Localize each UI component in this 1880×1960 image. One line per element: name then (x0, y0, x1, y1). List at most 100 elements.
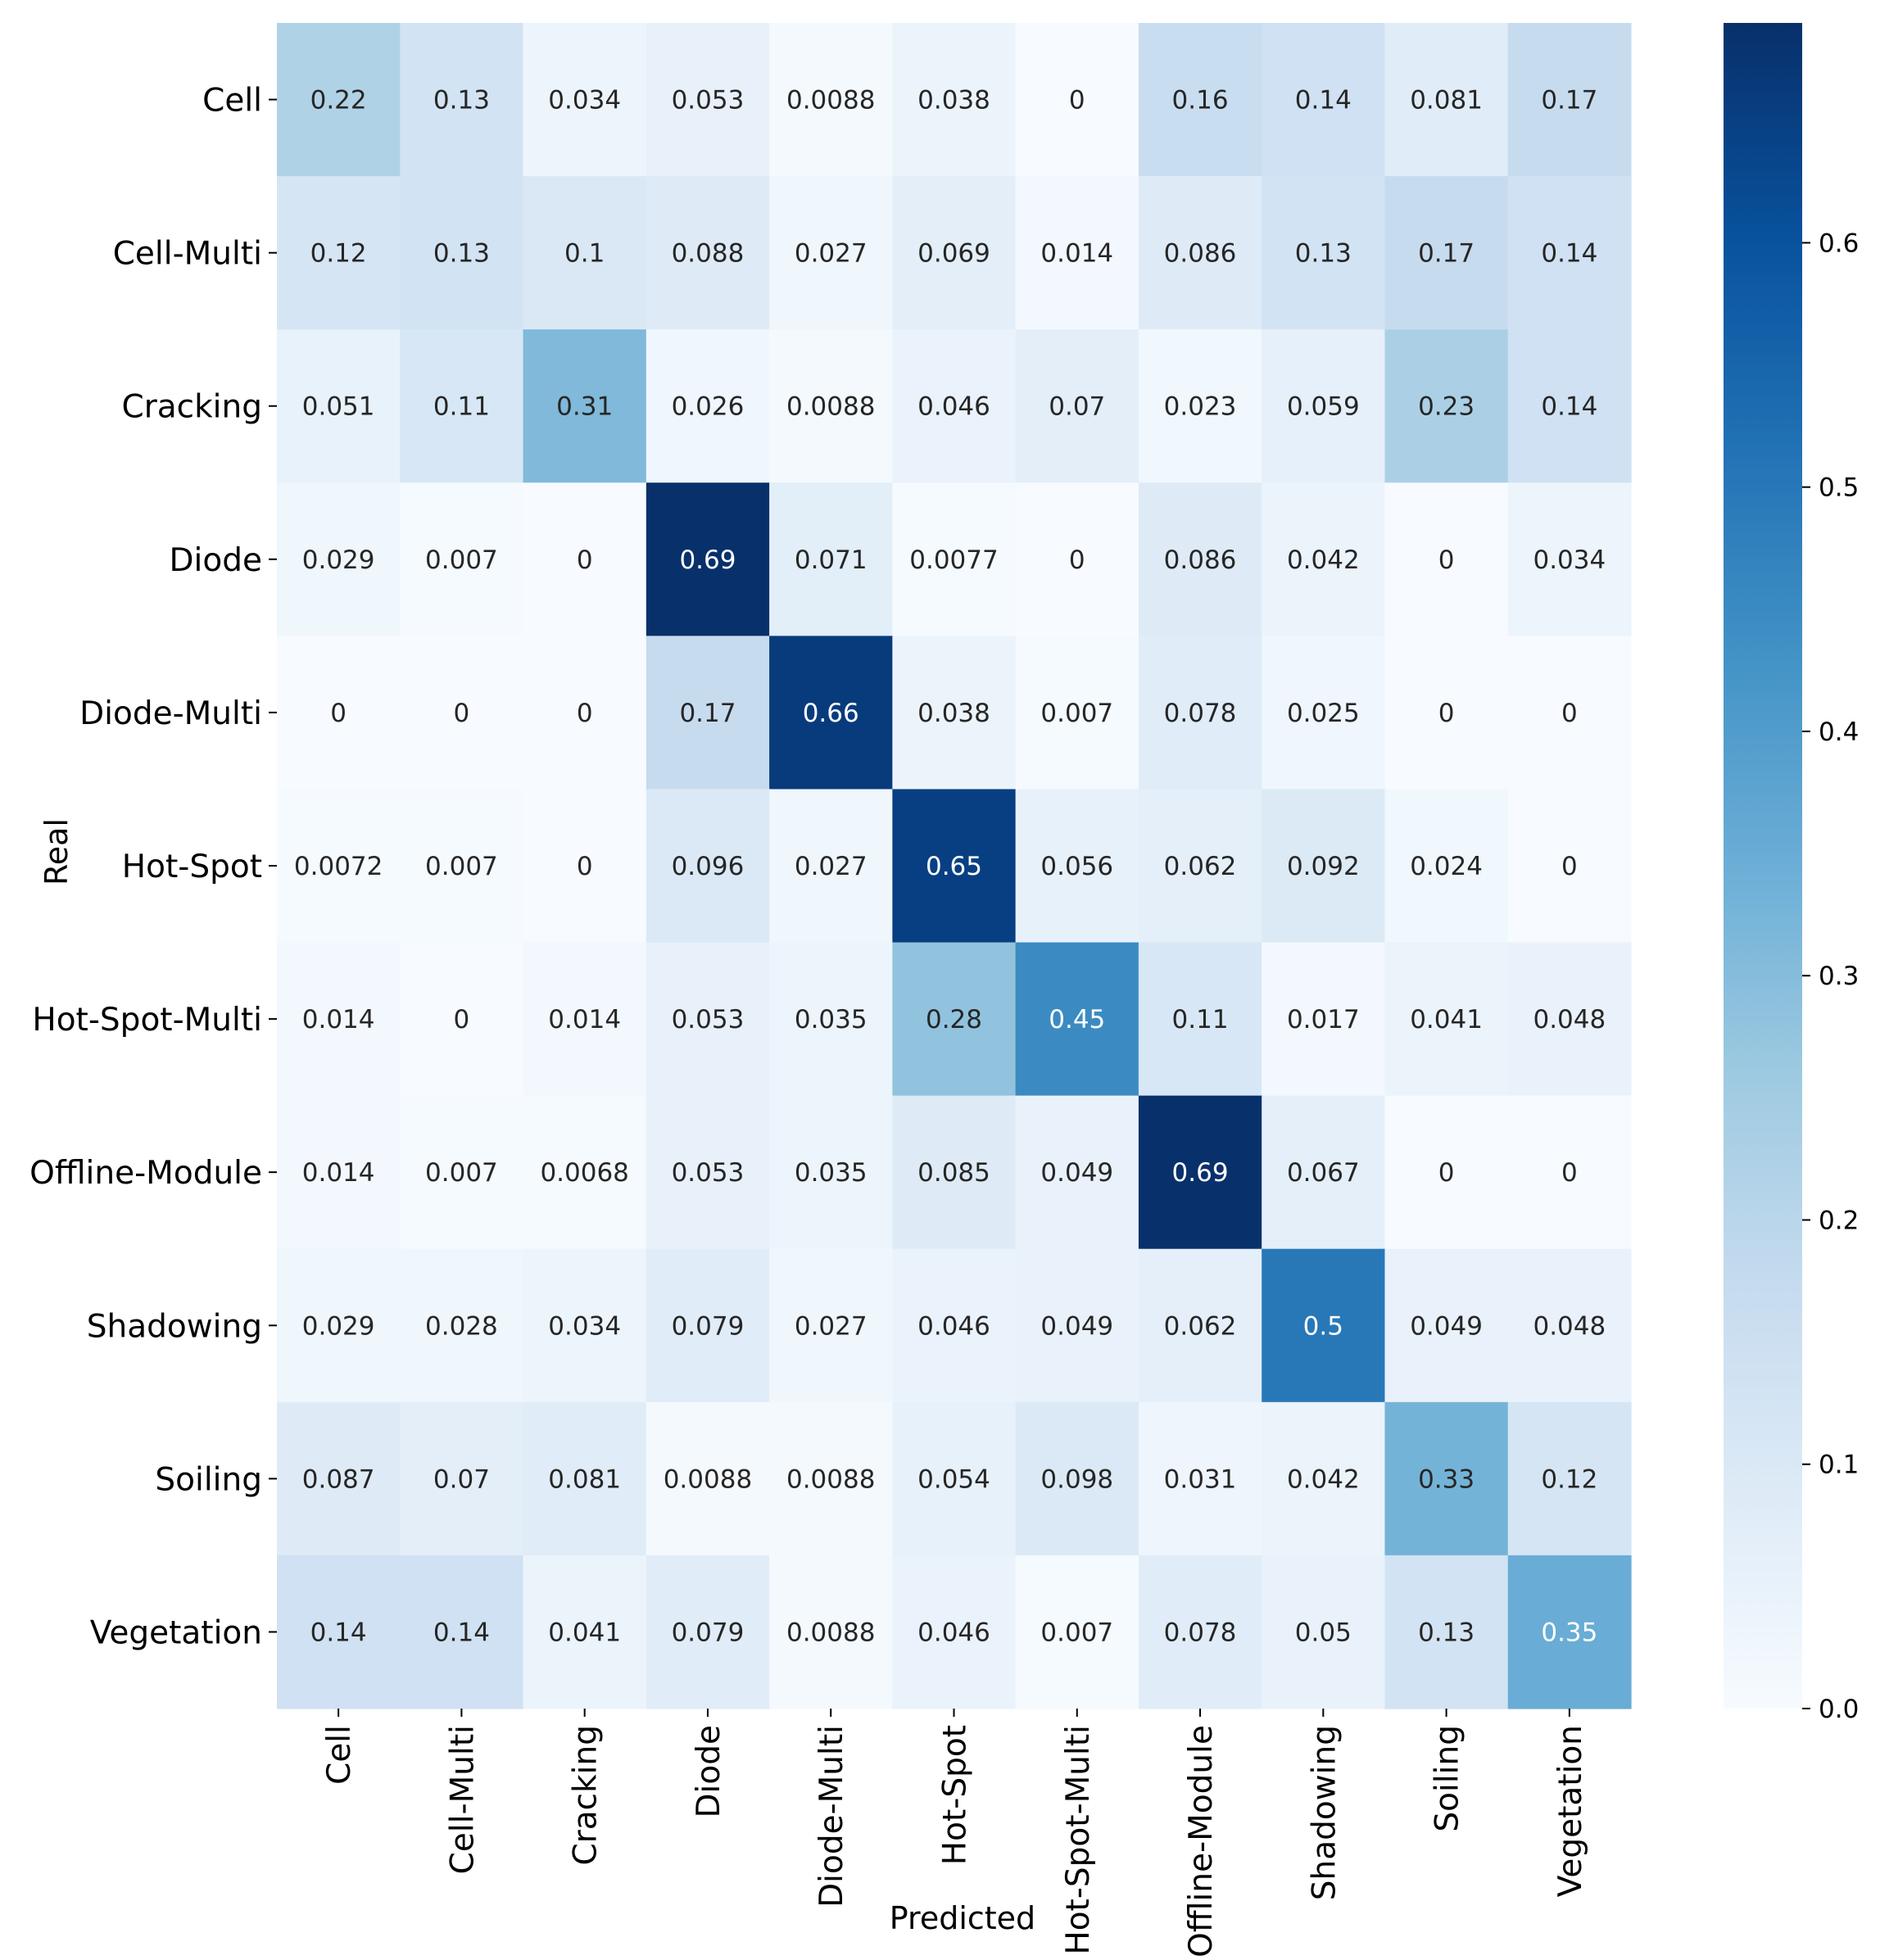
heatmap-cell (1138, 482, 1262, 636)
heatmap-cell (1384, 1095, 1509, 1250)
cell-value-label: 0.069 (917, 239, 990, 269)
cell-value-label: 0.35 (1541, 1618, 1597, 1647)
heatmap-cell (1384, 329, 1509, 483)
cell-value-label: 0.0088 (664, 1464, 752, 1494)
heatmap-cell (523, 176, 647, 330)
cell-value-label: 0.12 (1541, 1464, 1597, 1494)
heatmap-cell (1507, 176, 1632, 330)
colorbar-ticks: 0.0 0.1 0.2 0.3 0.4 0.5 0.6 (1802, 229, 1859, 1724)
heatmap-cell (1384, 1248, 1509, 1403)
heatmap-cell (769, 23, 893, 177)
cell-value-label: 0.14 (1541, 392, 1597, 422)
y-tick-label: Diode-Multi (79, 695, 262, 732)
cell-value-label: 0.0088 (786, 86, 875, 115)
heatmap-cell (646, 1248, 770, 1403)
heatmap-cell (400, 942, 524, 1097)
cell-value-label: 0.042 (1287, 545, 1360, 575)
heatmap-cell (646, 636, 770, 790)
cell-value-label: 0.45 (1049, 1005, 1105, 1034)
heatmap-cell (277, 942, 401, 1097)
cell-value-label: 0.007 (425, 852, 498, 881)
heatmap-cell (646, 789, 770, 944)
cell-value-label: 0.11 (1172, 1005, 1229, 1034)
cell-value-label: 0.026 (672, 392, 745, 422)
heatmap-cell (892, 1248, 1017, 1403)
y-tick-label: Shadowing (87, 1308, 262, 1345)
heatmap-cell (277, 789, 401, 944)
cell-value-label: 0.048 (1533, 1005, 1606, 1034)
y-tick-label: Hot-Spot (122, 849, 262, 885)
heatmap-cell (277, 1095, 401, 1250)
x-tick-label: Hot-Spot-Multi (1060, 1725, 1097, 1955)
cell-value-label: 0 (454, 699, 470, 728)
cell-value-label: 0.049 (1410, 1311, 1483, 1341)
cell-value-label: 0.0088 (786, 1618, 875, 1647)
heatmap-cell (400, 789, 524, 944)
heatmap-cell (1507, 1095, 1632, 1250)
heatmap-cell (1384, 23, 1509, 177)
heatmap-cell (523, 942, 647, 1097)
heatmap-cell (646, 942, 770, 1097)
cell-value-label: 0.14 (1295, 86, 1352, 115)
heatmap-cell (769, 1095, 893, 1250)
cell-value-label: 0.0072 (294, 852, 383, 881)
heatmap-cell (892, 636, 1017, 790)
cell-value-label: 0.071 (795, 545, 868, 575)
cell-value-label: 0.025 (1287, 699, 1360, 728)
x-tick-label: Diode (691, 1725, 727, 1817)
heatmap-cell (1138, 789, 1262, 944)
heatmap-cell (769, 1248, 893, 1403)
cell-value-label: 0.17 (1418, 239, 1475, 269)
cell-value-label: 0.098 (1040, 1464, 1113, 1494)
heatmap-cell (1262, 1095, 1386, 1250)
heatmap-cell (892, 1555, 1017, 1709)
heatmap-cell (892, 176, 1017, 330)
y-tick-label: Cell-Multi (113, 236, 262, 273)
heatmap-cell (1138, 23, 1262, 177)
cell-value-label: 0.053 (672, 1005, 745, 1034)
heatmap-cell (400, 1095, 524, 1250)
heatmap-cell (1262, 1555, 1386, 1709)
heatmap-cell (1015, 1095, 1139, 1250)
heatmap-cell (1262, 942, 1386, 1097)
cell-value-label: 0.038 (917, 86, 990, 115)
heatmap-cell (1262, 789, 1386, 944)
cell-value-label: 0 (577, 545, 593, 575)
cell-value-label: 0.053 (672, 86, 745, 115)
cell-value-label: 0.046 (917, 1618, 990, 1647)
cell-value-label: 0.088 (672, 239, 745, 269)
cell-value-label: 0.66 (803, 699, 859, 728)
cell-value-label: 0.046 (917, 392, 990, 422)
cell-value-label: 0.042 (1287, 1464, 1360, 1494)
cell-value-label: 0.014 (548, 1005, 621, 1034)
heatmap-cell (1384, 1555, 1509, 1709)
colorbar-tick-label: 0.5 (1819, 473, 1859, 503)
heatmap-cell (523, 1401, 647, 1556)
cell-value-label: 0 (1438, 699, 1455, 728)
cell-value-label: 0.0068 (540, 1158, 628, 1188)
cell-value-label: 0.14 (310, 1618, 367, 1647)
colorbar-tick-label: 0.1 (1819, 1451, 1859, 1480)
heatmap-cell (769, 636, 893, 790)
heatmap-cell (523, 1095, 647, 1250)
cell-value-label: 0.007 (1040, 699, 1113, 728)
heatmap-cell (277, 23, 401, 177)
heatmap-cell (523, 482, 647, 636)
cell-value-label: 0.14 (1541, 239, 1597, 269)
cell-value-label: 0.007 (425, 1158, 498, 1188)
colorbar-tick-label: 0.3 (1819, 962, 1859, 991)
cell-value-label: 0.027 (795, 852, 868, 881)
heatmap-cell (1262, 636, 1386, 790)
cell-value-label: 0.23 (1418, 392, 1475, 422)
heatmap-cell (1015, 636, 1139, 790)
heatmap-cell (892, 789, 1017, 944)
cell-value-label: 0.65 (926, 852, 982, 881)
cell-value-label: 0.029 (302, 1311, 375, 1341)
heatmap-cell (523, 789, 647, 944)
heatmap-cell (1138, 1555, 1262, 1709)
y-tick-label: Hot-Spot-Multi (32, 1002, 262, 1039)
heatmap-cell (1384, 1401, 1509, 1556)
cell-value-label: 0.092 (1287, 852, 1360, 881)
heatmap-cell (1384, 636, 1509, 790)
cell-value-label: 0 (1438, 1158, 1455, 1188)
